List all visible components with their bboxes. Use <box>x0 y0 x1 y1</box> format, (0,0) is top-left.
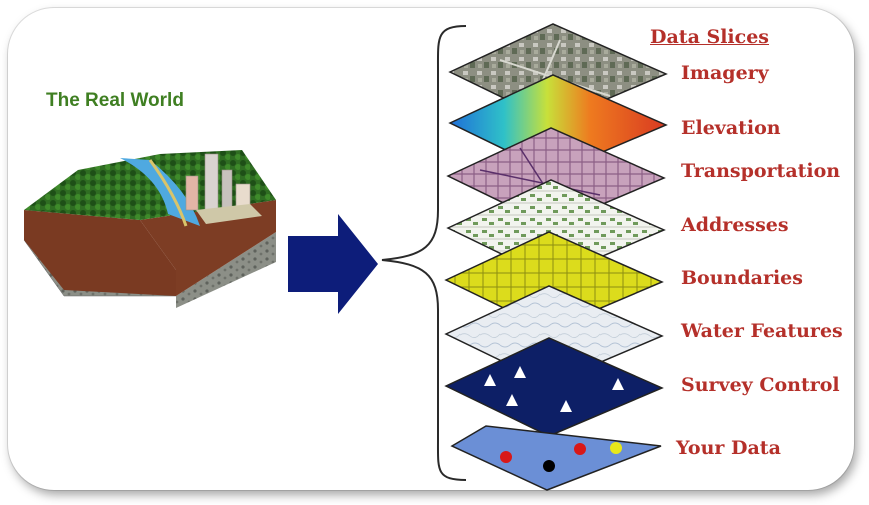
survey-point-icon <box>560 400 572 412</box>
layer-label-boundaries: Boundaries <box>681 267 803 289</box>
real-world-terrain <box>23 150 276 308</box>
layer-label-imagery: Imagery <box>681 62 769 84</box>
data-slices-heading: Data Slices <box>650 26 770 48</box>
layer-your-data <box>450 425 662 491</box>
layer-label-your-data: Your Data <box>676 437 781 459</box>
survey-point-icon <box>612 378 624 390</box>
survey-point-icon <box>514 366 526 378</box>
layer-label-water-features: Water Features <box>681 320 843 342</box>
layer-label-survey-control: Survey Control <box>681 374 840 396</box>
survey-point-icon <box>506 394 518 406</box>
data-point-icon <box>610 442 622 454</box>
real-world-title: The Real World <box>46 90 184 111</box>
survey-point-icon <box>484 374 496 386</box>
data-point-icon <box>574 443 586 455</box>
curly-brace <box>381 25 467 481</box>
layer-label-elevation: Elevation <box>681 117 781 139</box>
arrow-right-icon <box>288 214 378 314</box>
layer-label-addresses: Addresses <box>681 214 789 236</box>
layer-survey-control <box>444 337 664 437</box>
data-point-icon <box>500 451 512 463</box>
data-point-icon <box>543 460 555 472</box>
layer-label-transportation: Transportation <box>681 160 841 182</box>
